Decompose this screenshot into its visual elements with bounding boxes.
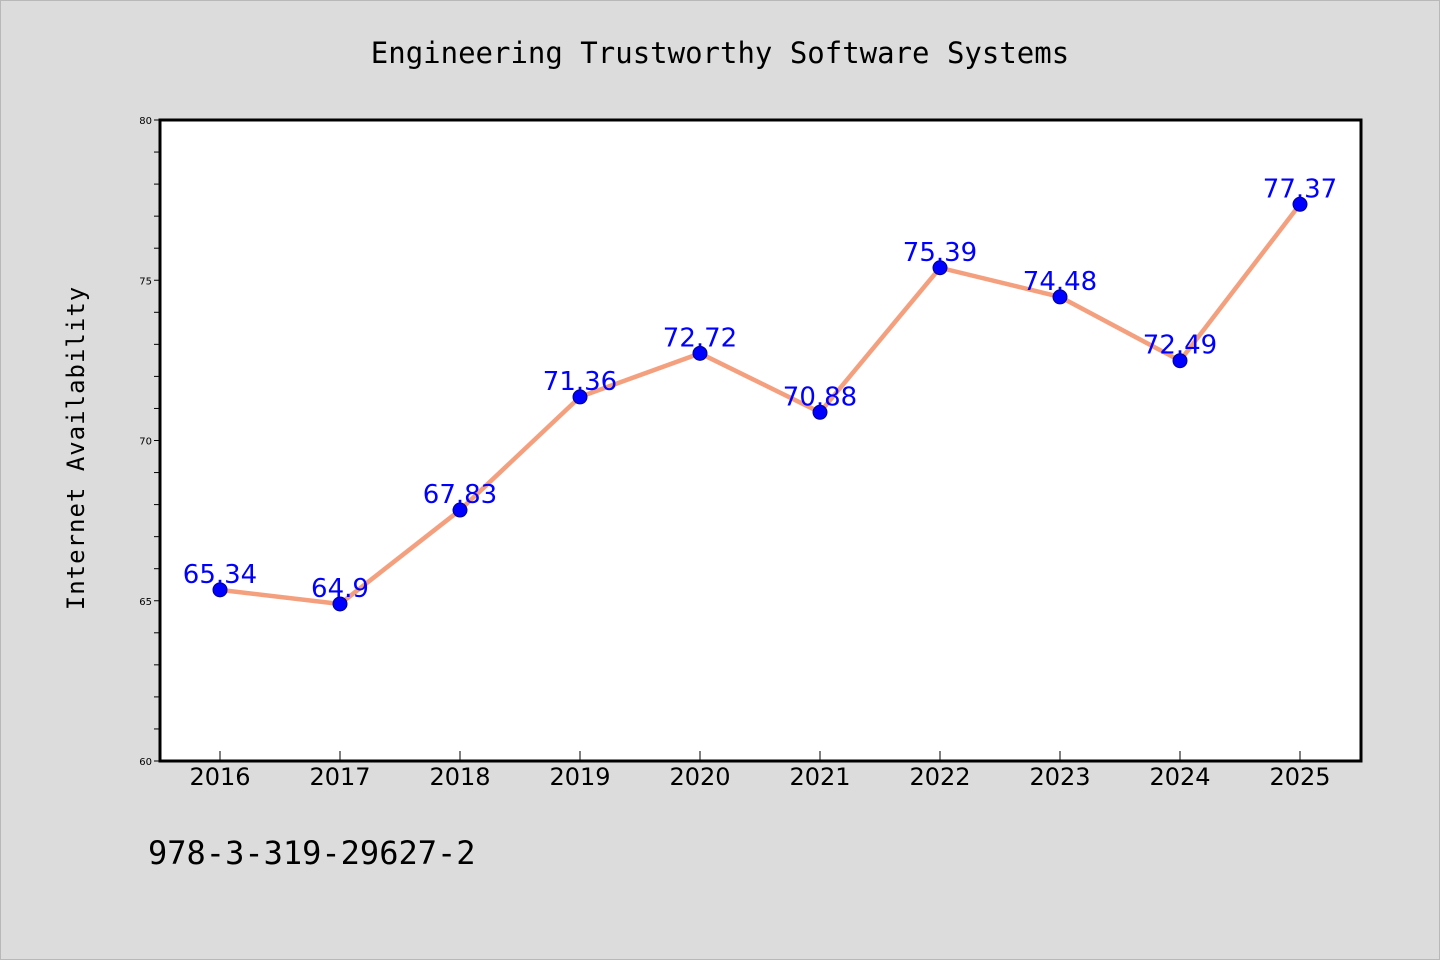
data-point bbox=[812, 404, 828, 420]
y-tick-label: 70 bbox=[139, 437, 152, 448]
chart-title: Engineering Trustworthy Software Systems bbox=[371, 36, 1069, 70]
x-axis: 2016 2017 2018 2019 2020 2021 2022 2023 2024 2025 bbox=[189, 751, 1331, 791]
series-line bbox=[217, 202, 1303, 607]
data-label: 72.49 bbox=[1143, 331, 1217, 361]
data-point bbox=[572, 389, 588, 405]
data-label: 70.88 bbox=[783, 382, 857, 412]
x-tick-label: 2022 bbox=[909, 763, 970, 791]
y-tick-label: 60 bbox=[139, 757, 152, 768]
data-label: 72.72 bbox=[663, 323, 737, 353]
x-tick-label: 2025 bbox=[1269, 763, 1330, 791]
data-point bbox=[692, 345, 708, 361]
y-axis: 60 65 70 75 80 bbox=[139, 116, 160, 768]
series-layer bbox=[212, 196, 1308, 612]
data-label: 71.36 bbox=[543, 367, 617, 397]
data-point bbox=[332, 596, 348, 612]
x-tick-label: 2021 bbox=[789, 763, 850, 791]
data-point bbox=[1292, 196, 1308, 212]
data-labels: 65.34 64.9 67.83 71.36 72.72 70.88 75.39 74.48 7… bbox=[183, 174, 1337, 604]
data-point bbox=[212, 582, 228, 598]
y-tick-label: 80 bbox=[139, 116, 152, 127]
y-tick-label: 65 bbox=[139, 597, 152, 608]
plot-area bbox=[158, 118, 1363, 763]
x-tick-label: 2020 bbox=[669, 763, 730, 791]
data-point bbox=[1172, 353, 1188, 369]
data-point bbox=[1052, 289, 1068, 305]
data-label: 74.48 bbox=[1023, 267, 1097, 297]
x-tick-label: 2023 bbox=[1029, 763, 1090, 791]
data-point bbox=[452, 502, 468, 518]
footer-isbn: 978-3-319-29627-2 bbox=[148, 834, 476, 872]
data-label: 77.37 bbox=[1263, 174, 1337, 204]
data-label: 65.34 bbox=[183, 560, 257, 590]
x-tick-label: 2018 bbox=[429, 763, 490, 791]
x-tick-label: 2024 bbox=[1149, 763, 1210, 791]
y-axis-label: Internet Availability bbox=[62, 286, 90, 610]
data-label: 75.39 bbox=[903, 238, 977, 268]
y-tick-label: 75 bbox=[139, 276, 152, 287]
x-tick-label: 2016 bbox=[189, 763, 250, 791]
data-point bbox=[932, 260, 948, 276]
x-tick-label: 2019 bbox=[549, 763, 610, 791]
data-label: 64.9 bbox=[311, 574, 369, 604]
x-tick-label: 2017 bbox=[309, 763, 370, 791]
data-label: 67.83 bbox=[423, 480, 497, 510]
